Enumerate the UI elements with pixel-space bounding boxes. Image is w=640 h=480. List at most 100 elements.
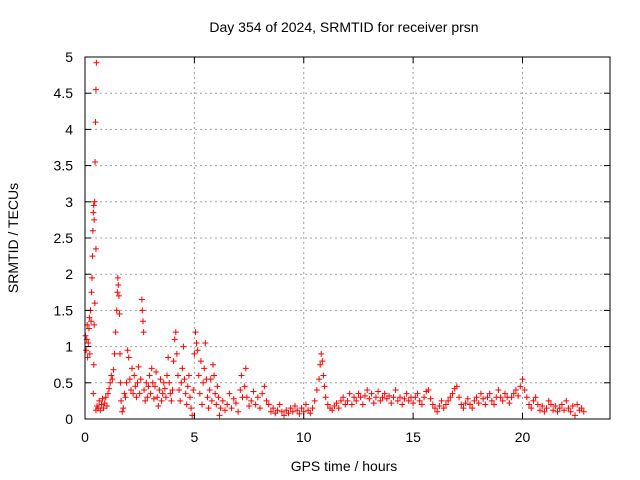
data-point [195, 372, 202, 379]
data-point [351, 394, 358, 401]
data-point [135, 363, 142, 370]
data-point [252, 401, 259, 408]
data-point [150, 395, 157, 402]
data-point [265, 401, 272, 408]
data-point [112, 329, 119, 336]
data-point [460, 405, 467, 412]
data-point [238, 372, 245, 379]
data-point [281, 412, 288, 419]
data-point [152, 383, 158, 390]
data-point [133, 394, 140, 401]
data-point [329, 407, 336, 414]
data-point [211, 372, 218, 379]
x-tick-label: 0 [81, 429, 89, 445]
data-point [182, 390, 189, 397]
data-point [318, 350, 325, 357]
data-point [458, 401, 465, 408]
data-point [521, 387, 528, 394]
data-point [414, 390, 421, 397]
data-point [90, 202, 97, 209]
y-tick-label: 2.5 [54, 230, 74, 246]
data-point [324, 401, 331, 408]
data-point [467, 401, 473, 408]
data-point [197, 358, 204, 365]
data-point [167, 390, 174, 397]
data-point [401, 395, 408, 402]
data-point [134, 379, 141, 386]
data-point [506, 400, 513, 407]
data-point [191, 350, 198, 357]
data-point [202, 339, 209, 346]
data-point [214, 383, 221, 390]
data-point [132, 383, 139, 390]
data-point [117, 379, 124, 386]
data-point [179, 365, 186, 372]
data-point [172, 329, 179, 336]
data-point [316, 376, 323, 383]
data-point [180, 343, 187, 350]
y-tick-label: 3.5 [54, 158, 74, 174]
data-point [174, 372, 181, 379]
data-point [488, 397, 495, 404]
data-point [436, 402, 443, 409]
data-point [224, 401, 231, 408]
data-point [287, 405, 294, 412]
data-point [183, 401, 190, 408]
data-point [89, 253, 96, 260]
data-point [545, 397, 552, 404]
data-point [390, 394, 397, 401]
data-point [372, 394, 379, 401]
data-point [124, 347, 131, 354]
data-point [580, 408, 587, 415]
data-point [159, 390, 166, 397]
data-point [85, 339, 92, 346]
y-tick-label: 5 [65, 49, 73, 65]
data-point [357, 394, 364, 401]
data-point [164, 372, 171, 379]
y-tick-label: 1 [65, 339, 73, 355]
data-point [270, 405, 277, 412]
data-point [237, 387, 244, 394]
data-point [480, 395, 487, 402]
data-point [122, 394, 129, 401]
data-point [386, 392, 393, 399]
data-point [148, 365, 155, 372]
data-point [166, 379, 173, 386]
data-point [449, 390, 456, 397]
data-point [209, 361, 216, 368]
data-point [362, 392, 368, 399]
data-point [92, 158, 99, 165]
data-point [427, 395, 434, 402]
data-point [515, 392, 522, 399]
y-tick-label: 2 [65, 266, 73, 282]
data-point [377, 397, 384, 404]
data-point [379, 394, 386, 401]
data-point [302, 401, 309, 408]
data-points-layer [82, 59, 587, 419]
data-point [89, 274, 95, 281]
data-point [313, 387, 320, 394]
ticks-layer [84, 56, 610, 420]
data-point [364, 387, 371, 394]
data-point [442, 401, 449, 408]
data-point [528, 405, 535, 412]
x-axis-label: GPS time / hours [291, 458, 398, 474]
data-point [109, 376, 116, 383]
data-point [471, 397, 478, 404]
data-point [228, 405, 235, 412]
data-point [543, 405, 550, 412]
data-point [119, 408, 126, 415]
x-tick-label: 15 [405, 429, 421, 445]
data-point [114, 289, 121, 296]
data-point [366, 395, 373, 402]
data-point [552, 402, 559, 409]
y-tick-label: 0 [65, 411, 73, 427]
data-point [267, 408, 274, 415]
data-point [137, 376, 144, 383]
data-point [146, 372, 153, 379]
x-tick-label: 10 [296, 429, 312, 445]
data-point [355, 390, 362, 397]
data-point [289, 408, 296, 415]
data-point [136, 390, 143, 397]
data-point [556, 405, 563, 412]
